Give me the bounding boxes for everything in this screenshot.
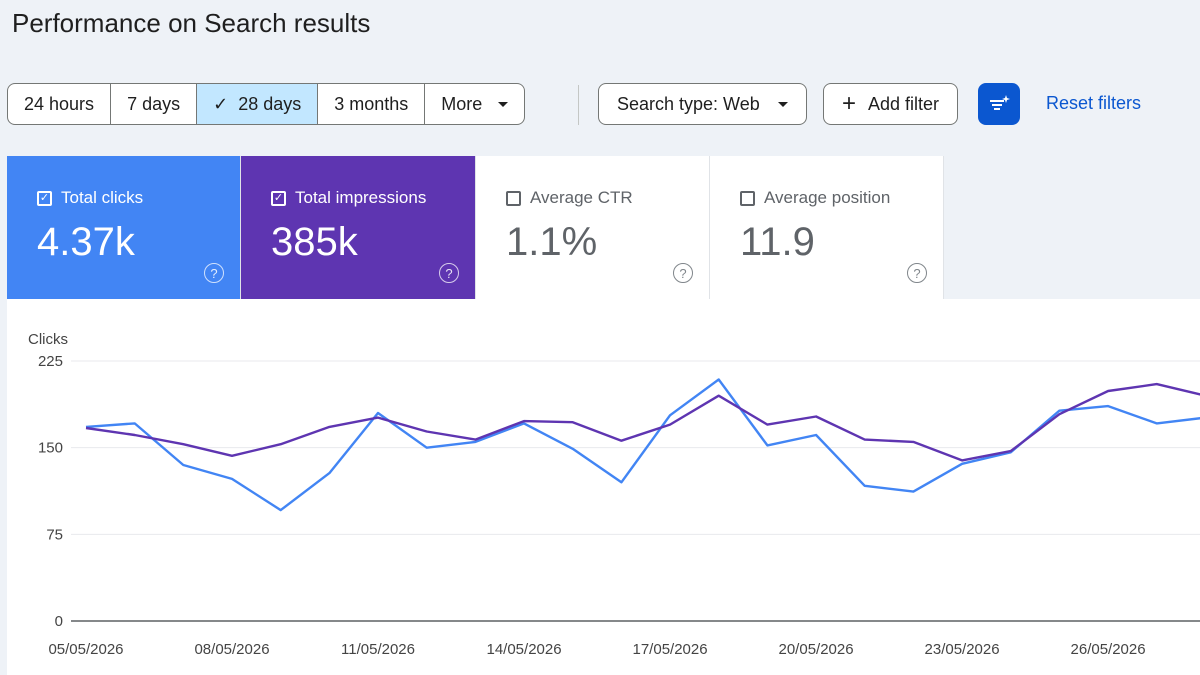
metric-label: Average CTR xyxy=(530,188,633,207)
metric-card-average-ctr[interactable]: Average CTR 1.1% ? xyxy=(476,156,710,299)
search-type-label: Search type: Web xyxy=(617,93,760,114)
metric-card-total-impressions[interactable]: ✓ Total impressions 385k ? xyxy=(241,156,476,299)
x-tick-label: 23/05/2026 xyxy=(925,641,1000,658)
add-filter-button[interactable]: + Add filter xyxy=(823,83,959,125)
caret-down-icon xyxy=(777,101,788,107)
metric-checkbox-row: Average position xyxy=(740,188,890,208)
metric-value: 1.1% xyxy=(506,220,598,264)
search-type-dropdown[interactable]: Search type: Web xyxy=(598,83,807,125)
y-tick-label: 150 xyxy=(38,440,63,457)
metric-checkbox-row: ✓ Total clicks xyxy=(37,188,143,208)
x-tick-label: 20/05/2026 xyxy=(779,641,854,658)
checkbox-checked-icon[interactable]: ✓ xyxy=(37,190,52,206)
range-label: 7 days xyxy=(127,93,181,114)
x-tick-label: 08/05/2026 xyxy=(194,641,269,658)
metric-value: 385k xyxy=(271,220,358,264)
help-icon[interactable]: ? xyxy=(204,263,224,283)
metric-value: 4.37k xyxy=(37,220,135,264)
checkbox-checked-icon[interactable]: ✓ xyxy=(271,190,286,206)
help-icon[interactable]: ? xyxy=(439,263,459,283)
checkbox-unchecked-icon[interactable] xyxy=(740,190,755,206)
y-tick-label: 0 xyxy=(55,613,63,630)
metric-label: Total clicks xyxy=(61,188,144,207)
x-tick-label: 17/05/2026 xyxy=(633,641,708,658)
check-icon: ✓ xyxy=(213,93,229,114)
range-label: More xyxy=(441,93,483,114)
x-tick-label: 05/05/2026 xyxy=(48,641,123,658)
range-24-hours-button[interactable]: 24 hours xyxy=(8,84,112,124)
help-icon[interactable]: ? xyxy=(907,263,927,283)
metric-checkbox-row: ✓ Total impressions xyxy=(271,188,426,208)
metric-card-average-position[interactable]: Average position 11.9 ? xyxy=(710,156,944,299)
chart-svg: 0 75 150 225 05/05/2026 08/05/2026 11/05/2026 1… xyxy=(38,353,1200,658)
reset-filters-link[interactable]: Reset filters xyxy=(1046,93,1142,113)
metric-card-total-clicks[interactable]: ✓ Total clicks 4.37k ? xyxy=(7,156,241,299)
range-7-days-button[interactable]: 7 days xyxy=(111,84,198,124)
checkbox-unchecked-icon[interactable] xyxy=(506,190,521,206)
range-more-dropdown[interactable]: More xyxy=(425,84,524,124)
add-filter-label: Add filter xyxy=(868,93,940,114)
metric-checkbox-row: Average CTR xyxy=(506,188,633,208)
range-label: 28 days xyxy=(238,93,302,114)
performance-chart: Clicks 0 75 150 225 05/05/2026 08/05/2026 11/0… xyxy=(7,299,1200,675)
y-tick-label: 75 xyxy=(46,526,63,543)
metric-cards: ✓ Total clicks 4.37k ? ✓ Total impressio… xyxy=(7,156,944,299)
metric-label: Total impressions xyxy=(295,188,427,207)
date-range-selector: 24 hours 7 days ✓ 28 days 3 months More xyxy=(7,83,526,125)
range-3-months-button[interactable]: 3 months xyxy=(318,84,426,124)
plus-icon: + xyxy=(842,90,857,117)
toolbar-divider xyxy=(578,85,579,125)
page-title: Performance on Search results xyxy=(12,8,371,38)
range-28-days-button[interactable]: ✓ 28 days xyxy=(197,84,319,124)
series-line-impressions xyxy=(85,382,1200,462)
range-label: 3 months xyxy=(334,93,409,114)
caret-down-icon xyxy=(498,101,509,107)
x-tick-label: 26/05/2026 xyxy=(1071,641,1146,658)
range-label: 24 hours xyxy=(24,93,95,114)
y-axis-title: Clicks xyxy=(28,331,68,348)
filter-sparkle-icon xyxy=(990,95,1010,110)
x-tick-label: 11/05/2026 xyxy=(341,641,415,658)
series-line-clicks xyxy=(85,378,1200,512)
x-tick-label: 14/05/2026 xyxy=(486,641,561,658)
metric-value: 11.9 xyxy=(740,220,815,264)
y-tick-label: 225 xyxy=(38,353,63,370)
metric-label: Average position xyxy=(764,188,891,207)
filter-settings-button[interactable] xyxy=(978,83,1020,125)
help-icon[interactable]: ? xyxy=(673,263,693,283)
